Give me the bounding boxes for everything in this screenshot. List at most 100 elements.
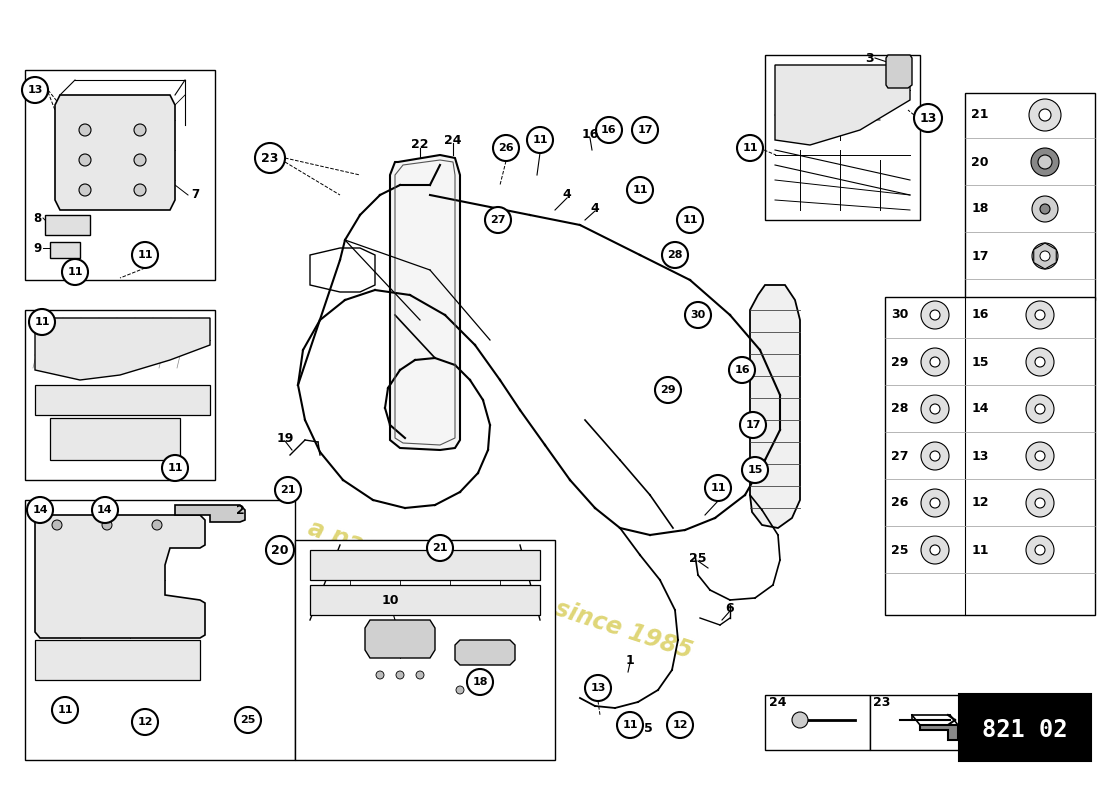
Text: 11: 11 [682,215,697,225]
Circle shape [1035,498,1045,508]
Circle shape [376,671,384,679]
Circle shape [79,124,91,136]
Polygon shape [55,95,175,210]
Circle shape [1035,310,1045,320]
Circle shape [275,477,301,503]
Circle shape [921,489,949,517]
Text: 9: 9 [34,242,42,254]
Circle shape [1035,357,1045,367]
Polygon shape [920,725,958,740]
Text: a passion for parts since 1985: a passion for parts since 1985 [305,516,695,664]
Polygon shape [365,620,435,658]
Circle shape [132,709,158,735]
Text: 16: 16 [581,129,598,142]
Text: 13: 13 [591,683,606,693]
Circle shape [1026,301,1054,329]
Text: 13: 13 [920,111,937,125]
Text: 8: 8 [34,211,42,225]
Text: 23: 23 [262,151,278,165]
Circle shape [1035,545,1045,555]
Text: 15: 15 [971,355,989,369]
Polygon shape [310,585,540,615]
Circle shape [737,135,763,161]
Text: 24: 24 [444,134,462,146]
Circle shape [92,497,118,523]
Text: 25: 25 [891,543,909,557]
Circle shape [485,207,512,233]
Circle shape [493,135,519,161]
Circle shape [921,348,949,376]
Circle shape [921,301,949,329]
Text: 3: 3 [866,51,874,65]
Polygon shape [35,515,205,638]
Circle shape [667,712,693,738]
Circle shape [1031,148,1059,176]
Polygon shape [50,242,80,258]
Text: 14: 14 [32,505,47,515]
Text: 11: 11 [532,135,548,145]
Text: 29: 29 [660,385,675,395]
Circle shape [1026,348,1054,376]
Text: 11: 11 [67,267,82,277]
Circle shape [79,154,91,166]
Text: 1: 1 [626,654,635,666]
Circle shape [1032,243,1058,269]
Text: 17: 17 [637,125,652,135]
Text: 16: 16 [734,365,750,375]
Circle shape [134,184,146,196]
Circle shape [685,302,711,328]
Text: 11: 11 [623,720,638,730]
Polygon shape [1034,243,1056,269]
Circle shape [930,545,940,555]
Text: 10: 10 [382,594,398,606]
Text: 16: 16 [602,125,617,135]
Circle shape [255,143,285,173]
Polygon shape [764,695,870,750]
Circle shape [1040,204,1050,214]
Circle shape [152,520,162,530]
Circle shape [596,117,622,143]
Text: 22: 22 [411,138,429,151]
Text: 23: 23 [873,697,891,710]
Polygon shape [390,155,460,450]
Circle shape [930,498,940,508]
Circle shape [132,242,158,268]
Text: 14: 14 [97,505,113,515]
Text: 12: 12 [971,497,989,510]
Polygon shape [455,640,515,665]
Circle shape [676,207,703,233]
Text: 11: 11 [632,185,648,195]
Circle shape [729,357,755,383]
Circle shape [52,697,78,723]
Circle shape [930,357,940,367]
Text: 29: 29 [891,355,909,369]
Polygon shape [870,695,960,750]
Text: 12: 12 [138,717,153,727]
Circle shape [921,442,949,470]
Circle shape [52,520,62,530]
Text: 4: 4 [591,202,600,214]
Text: 26: 26 [498,143,514,153]
Circle shape [134,124,146,136]
Circle shape [1040,251,1050,261]
Text: 11: 11 [57,705,73,715]
Circle shape [914,104,942,132]
Circle shape [416,671,424,679]
Text: 17: 17 [971,250,989,262]
Text: 11: 11 [167,463,183,473]
Text: 25: 25 [240,715,255,725]
Circle shape [1038,155,1052,169]
Polygon shape [45,215,90,235]
Circle shape [585,675,611,701]
Circle shape [921,536,949,564]
Text: 17: 17 [746,420,761,430]
Circle shape [792,712,808,728]
Polygon shape [886,55,912,88]
Polygon shape [25,500,295,760]
Circle shape [456,686,464,694]
Text: 2: 2 [235,503,244,517]
Circle shape [654,377,681,403]
Circle shape [396,671,404,679]
Circle shape [1032,196,1058,222]
Text: 7: 7 [191,189,199,202]
